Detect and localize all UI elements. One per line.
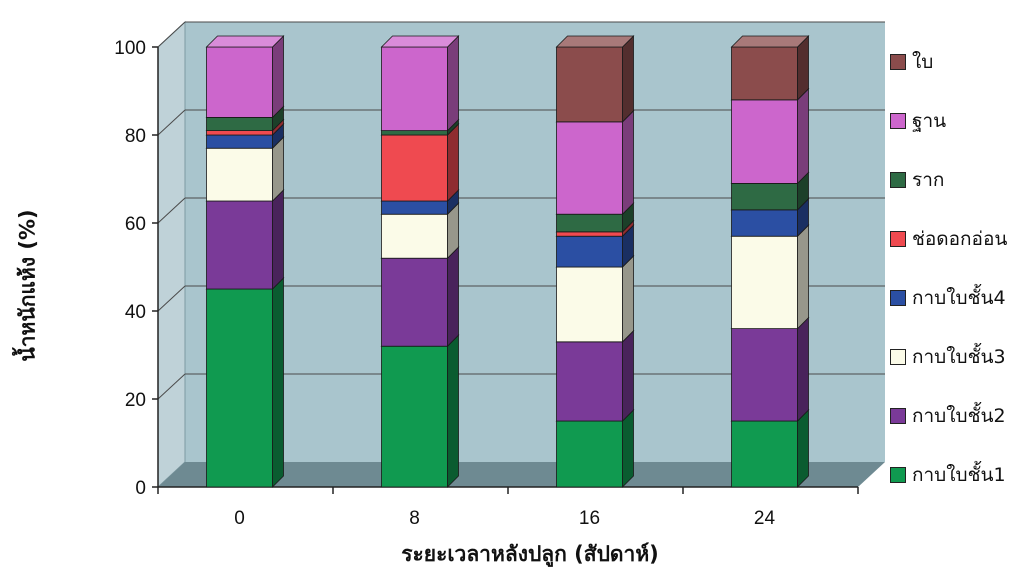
bar-segment-side [797,224,809,330]
bar-segment [731,209,798,237]
bar-segment [731,182,798,211]
legend-item: ใบ [890,32,1007,91]
legend-item: ราก [890,150,1007,209]
bar-segment [206,288,273,488]
gridline-side [157,373,186,400]
bar-segment [381,134,448,202]
x-tick-label: 24 [754,508,776,529]
legend-swatch [890,348,906,365]
bar-segment [731,99,798,184]
legend-swatch [890,466,906,483]
legend: ใบฐานรากช่อดอกอ่อนกาบใบชั้น4 กาบใบชั้น3 กา… [890,32,1007,504]
legend-swatch [890,112,906,129]
x-tick-label: 16 [579,508,600,529]
bar-segment [381,200,448,215]
bar-segment [731,46,798,101]
bar-segment [556,213,623,233]
bar-segment [381,130,448,136]
bar-segment [556,235,623,268]
bar-segment-side [272,277,284,488]
bar-segment [556,266,623,343]
plot-floor [158,462,885,487]
bar-segment [556,46,623,123]
legend-item: กาบใบชั้น1 [890,445,1007,504]
legend-swatch [890,171,906,188]
y-tick-label: 60 [125,214,146,235]
bar-segment-side [447,123,459,202]
legend-item: กาบใบชั้น2 [890,386,1007,445]
gridline-side [157,285,186,312]
bar-segment [381,345,448,488]
bar-segment-side [272,35,284,119]
gridline-side [157,109,186,136]
legend-swatch [890,289,906,306]
legend-item: ช่อดอกอ่อน [890,209,1007,268]
bar-segment [206,130,273,136]
legend-label: ราก [912,168,945,191]
legend-swatch [890,53,906,70]
legend-swatch [890,230,906,247]
bar-segment-side [447,334,459,488]
bar-segment [731,235,798,329]
y-axis-title-box: น้ำหนักแห้ง (%) [8,120,48,450]
bar-segment-side [797,87,809,185]
bar-segment-top [380,35,460,48]
bar-segment [381,46,448,131]
bar-segment [556,231,623,237]
legend-label: กาบใบชั้น3 [912,345,1006,368]
bar-segment-side [447,246,459,348]
bar-segment-side [622,329,634,422]
gridline-side [157,21,186,48]
legend-item: กาบใบชั้น3 [890,327,1007,386]
bar-segment [206,46,273,118]
y-axis-title: น้ำหนักแห้ง (%) [15,208,40,362]
y-tick-label: 40 [125,302,146,323]
bar-segment-side [272,189,284,290]
bar-segment-side [797,316,809,422]
x-tick-label: 8 [409,508,420,529]
bar-segment-side [622,409,634,488]
bar-segment [731,420,798,488]
legend-label: ใบ [912,50,934,73]
plot-back-wall [185,22,885,462]
bar-segment-top [205,35,285,48]
y-tick-label: 80 [125,126,146,147]
bar-segment [206,117,273,132]
bar-segment [206,134,273,149]
bar-segment-side [622,109,634,216]
bar-segment [556,121,623,215]
gridline-side [157,197,186,224]
y-tick-label: 20 [125,390,146,411]
legend-item: ฐาน [890,91,1007,150]
legend-swatch [890,407,906,424]
bar-segment-side [447,35,459,132]
bar-segment-side [622,255,634,343]
bar-segment [206,147,273,202]
x-axis-title: ระยะเวลาหลังปลูก (สัปดาห์) [401,542,659,566]
legend-label: ช่อดอกอ่อน [912,227,1008,250]
plot-side-wall [157,20,186,489]
bar-segment [556,420,623,488]
y-tick-label: 100 [114,38,146,59]
x-tick-label: 0 [234,508,245,529]
bar-segment [381,213,448,259]
legend-label: กาบใบชั้น4 [912,286,1006,309]
legend-item: กาบใบชั้น4 [890,268,1007,327]
legend-label: ฐาน [912,109,947,132]
legend-label: กาบใบชั้น2 [912,404,1006,427]
legend-label: กาบใบชั้น1 [912,463,1006,486]
bar-segment-side [797,409,809,488]
bar-segment [556,341,623,422]
y-tick-label: 0 [135,478,146,499]
bar-segment-top [730,35,810,48]
bar-segment [206,200,273,290]
bar-segment [731,328,798,422]
bar-segment-top [555,35,635,48]
bar-segment-side [622,35,634,123]
bar-segment [381,257,448,347]
